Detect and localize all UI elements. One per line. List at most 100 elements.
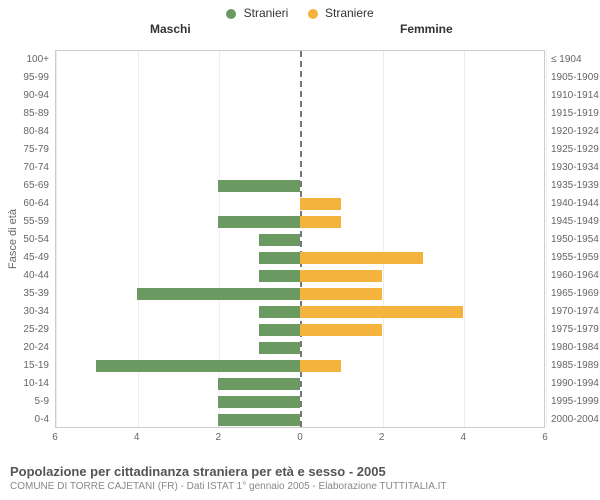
birth-year-label: 1965-1969 <box>551 285 600 303</box>
age-label: 20-24 <box>0 339 49 357</box>
age-label: 95-99 <box>0 69 49 87</box>
age-row: 70-741930-1934 <box>56 159 544 177</box>
age-label: 35-39 <box>0 285 49 303</box>
age-row: 100+≤ 1904 <box>56 51 544 69</box>
age-label: 15-19 <box>0 357 49 375</box>
birth-year-label: 1980-1984 <box>551 339 600 357</box>
age-label: 100+ <box>0 51 49 69</box>
bar-female <box>300 252 423 264</box>
birth-year-label: 1910-1914 <box>551 87 600 105</box>
age-row: 25-291975-1979 <box>56 321 544 339</box>
bar-male <box>218 216 300 228</box>
legend-item-female: Straniere <box>308 6 374 20</box>
age-row: 5-91995-1999 <box>56 393 544 411</box>
age-label: 65-69 <box>0 177 49 195</box>
age-row: 15-191985-1989 <box>56 357 544 375</box>
x-tick-label: 4 <box>134 432 140 443</box>
header-female: Femmine <box>400 22 453 36</box>
legend: Stranieri Straniere <box>0 0 600 22</box>
bar-male <box>259 324 300 336</box>
birth-year-label: 1950-1954 <box>551 231 600 249</box>
bar-male <box>137 288 300 300</box>
bar-male <box>218 180 300 192</box>
birth-year-label: 1920-1924 <box>551 123 600 141</box>
age-label: 5-9 <box>0 393 49 411</box>
bar-female <box>300 270 382 282</box>
birth-year-label: 1990-1994 <box>551 375 600 393</box>
bar-male <box>218 414 300 426</box>
age-label: 85-89 <box>0 105 49 123</box>
age-label: 80-84 <box>0 123 49 141</box>
x-tick-label: 4 <box>461 432 467 443</box>
bar-male <box>96 360 300 372</box>
bar-female <box>300 324 382 336</box>
legend-label-female: Straniere <box>325 6 374 20</box>
age-label: 40-44 <box>0 267 49 285</box>
legend-swatch-male <box>226 9 236 19</box>
legend-item-male: Stranieri <box>226 6 288 20</box>
bar-male <box>259 306 300 318</box>
legend-label-male: Stranieri <box>244 6 289 20</box>
birth-year-label: 1935-1939 <box>551 177 600 195</box>
bar-female <box>300 306 463 318</box>
age-row: 55-591945-1949 <box>56 213 544 231</box>
bar-female <box>300 198 341 210</box>
birth-year-label: 1940-1944 <box>551 195 600 213</box>
x-tick-label: 2 <box>379 432 385 443</box>
age-row: 10-141990-1994 <box>56 375 544 393</box>
pyramid-chart: Fasce di età Anni di nascita 100+≤ 19049… <box>55 50 545 428</box>
age-row: 20-241980-1984 <box>56 339 544 357</box>
age-row: 80-841920-1924 <box>56 123 544 141</box>
bar-male <box>259 234 300 246</box>
age-label: 50-54 <box>0 231 49 249</box>
header-male: Maschi <box>150 22 191 36</box>
chart-subtitle: COMUNE DI TORRE CAJETANI (FR) - Dati IST… <box>10 481 590 492</box>
birth-year-label: 1945-1949 <box>551 213 600 231</box>
age-row: 90-941910-1914 <box>56 87 544 105</box>
bar-male <box>259 342 300 354</box>
gridline <box>546 51 547 427</box>
chart-footer: Popolazione per cittadinanza straniera p… <box>10 464 590 492</box>
x-tick-label: 6 <box>542 432 548 443</box>
x-tick-label: 2 <box>216 432 222 443</box>
age-label: 70-74 <box>0 159 49 177</box>
x-tick-label: 0 <box>297 432 303 443</box>
age-row: 45-491955-1959 <box>56 249 544 267</box>
birth-year-label: 1995-1999 <box>551 393 600 411</box>
age-label: 60-64 <box>0 195 49 213</box>
birth-year-label: 1930-1934 <box>551 159 600 177</box>
birth-year-label: 1915-1919 <box>551 105 600 123</box>
birth-year-label: 1970-1974 <box>551 303 600 321</box>
bar-male <box>218 378 300 390</box>
age-label: 0-4 <box>0 411 49 429</box>
age-label: 10-14 <box>0 375 49 393</box>
chart-title: Popolazione per cittadinanza straniera p… <box>10 464 590 479</box>
age-label: 55-59 <box>0 213 49 231</box>
age-row: 85-891915-1919 <box>56 105 544 123</box>
birth-year-label: 1925-1929 <box>551 141 600 159</box>
bar-female <box>300 360 341 372</box>
age-row: 95-991905-1909 <box>56 69 544 87</box>
birth-year-label: 1905-1909 <box>551 69 600 87</box>
age-label: 30-34 <box>0 303 49 321</box>
bar-male <box>259 270 300 282</box>
bar-male <box>259 252 300 264</box>
bar-female <box>300 216 341 228</box>
x-tick-label: 6 <box>52 432 58 443</box>
age-label: 25-29 <box>0 321 49 339</box>
age-row: 50-541950-1954 <box>56 231 544 249</box>
age-row: 60-641940-1944 <box>56 195 544 213</box>
plot-area: 100+≤ 190495-991905-190990-941910-191485… <box>55 50 545 428</box>
birth-year-label: 1985-1989 <box>551 357 600 375</box>
age-row: 0-42000-2004 <box>56 411 544 429</box>
age-row: 40-441960-1964 <box>56 267 544 285</box>
age-row: 75-791925-1929 <box>56 141 544 159</box>
legend-swatch-female <box>308 9 318 19</box>
age-label: 45-49 <box>0 249 49 267</box>
bar-male <box>218 396 300 408</box>
age-row: 30-341970-1974 <box>56 303 544 321</box>
age-label: 90-94 <box>0 87 49 105</box>
birth-year-label: 1960-1964 <box>551 267 600 285</box>
chart-container: Stranieri Straniere Maschi Femmine Fasce… <box>0 0 600 500</box>
birth-year-label: ≤ 1904 <box>551 51 600 69</box>
